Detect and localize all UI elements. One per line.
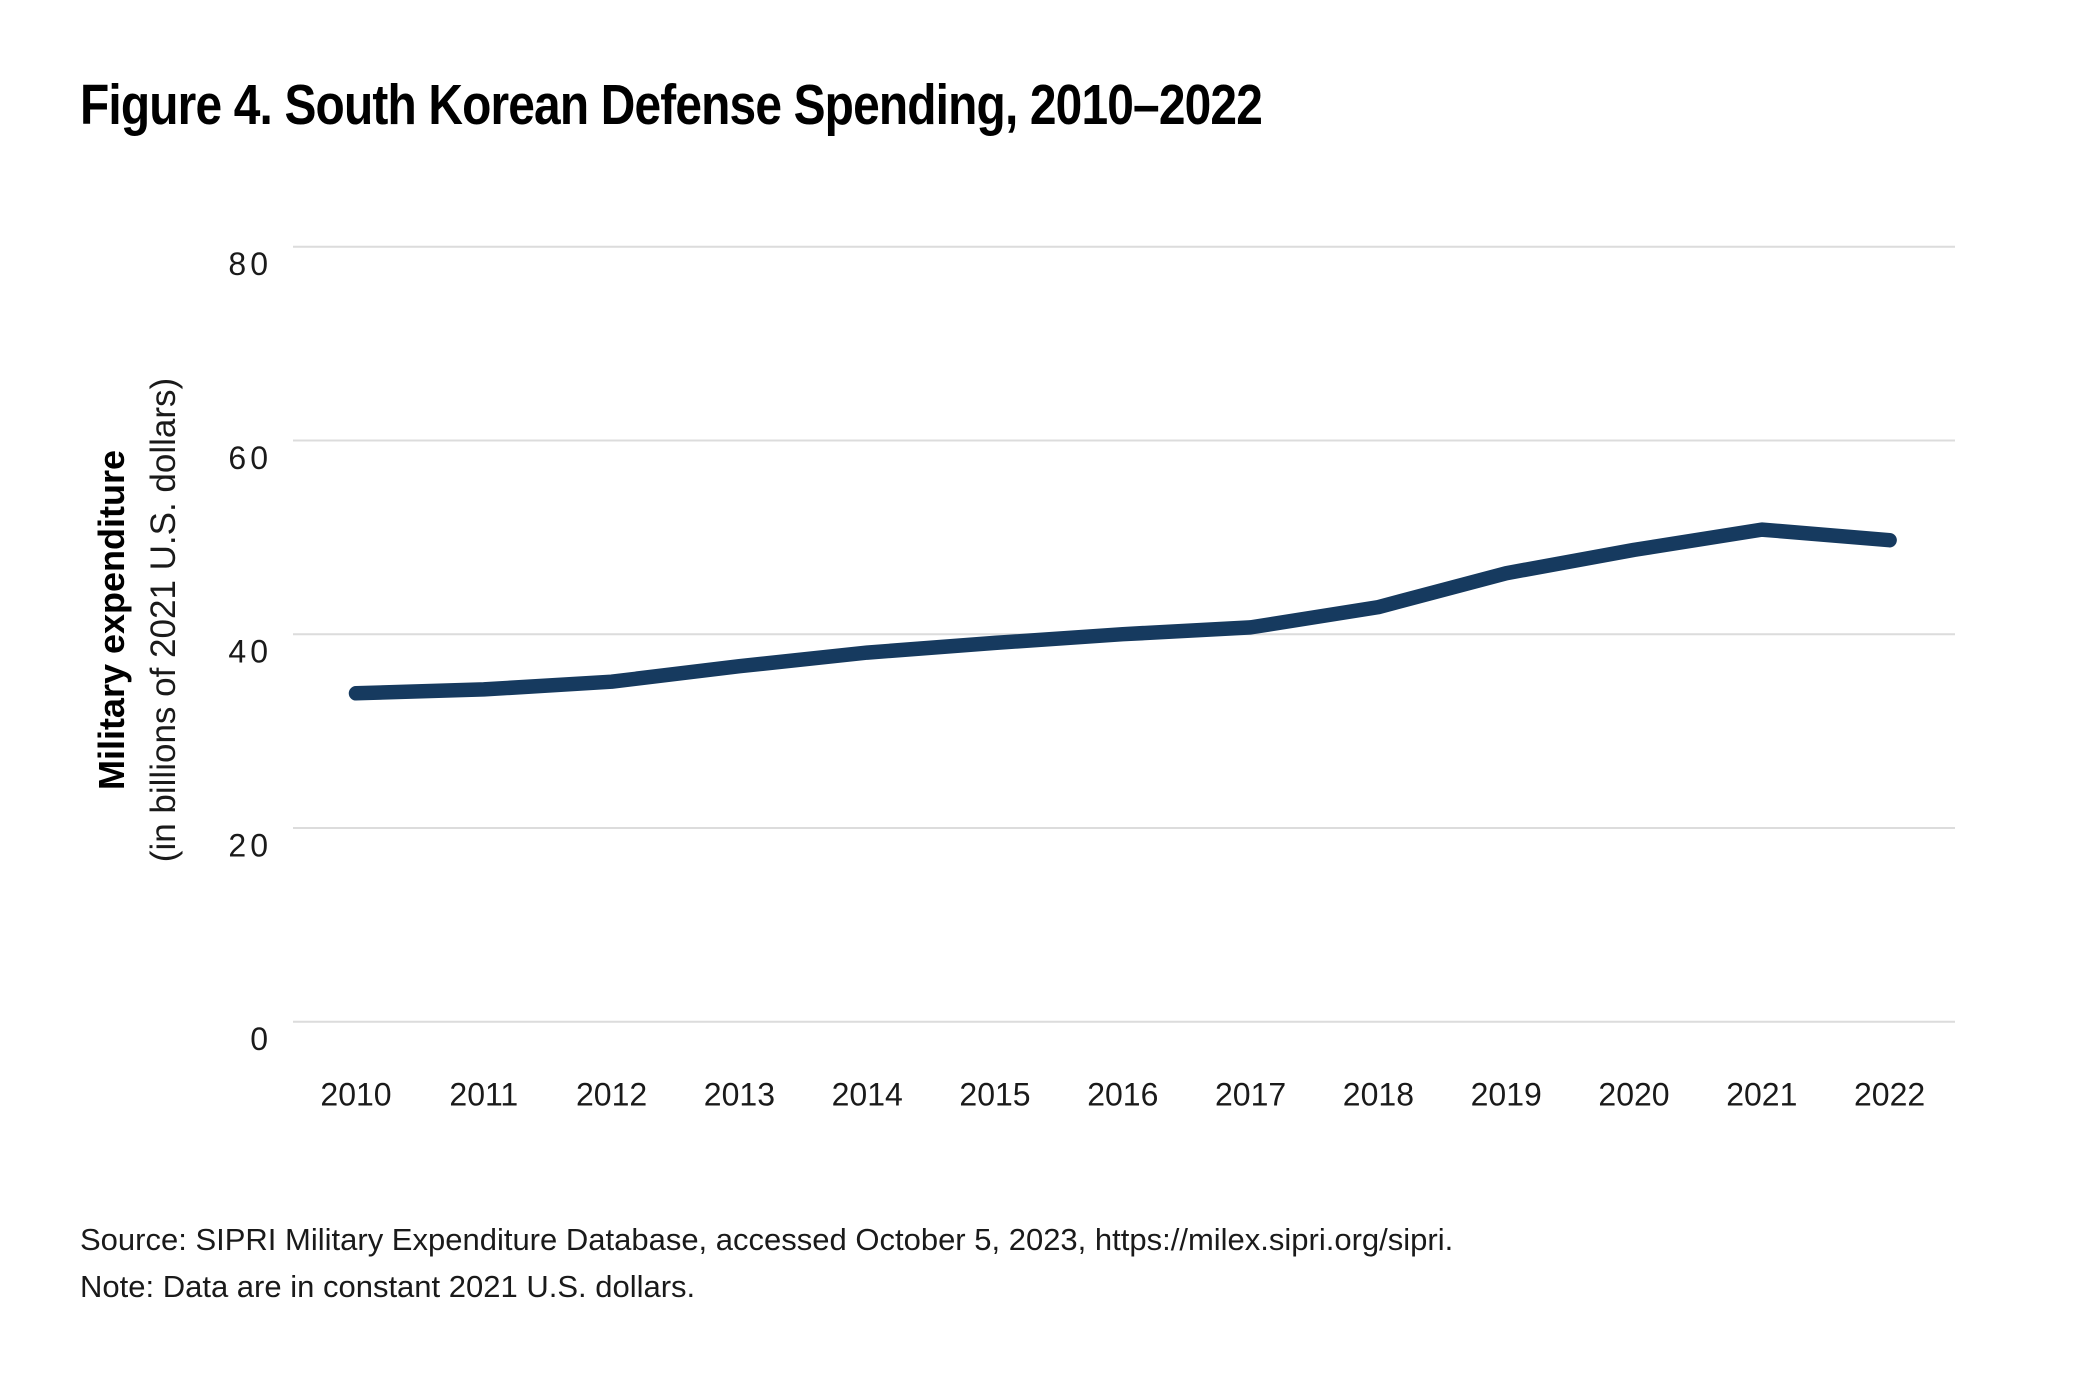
y-tick-label-0: 0 [250, 1021, 272, 1057]
y-tick-label-60: 60 [228, 440, 272, 476]
figure-caption: Source: SIPRI Military Expenditure Datab… [80, 1216, 1453, 1310]
x-tick-label-2019: 2019 [1471, 1077, 1542, 1113]
figure-title: Figure 4. South Korean Defense Spending,… [80, 73, 1263, 137]
x-tick-label-2010: 2010 [320, 1077, 391, 1113]
x-tick-label-2013: 2013 [704, 1077, 775, 1113]
x-tick-label-2014: 2014 [832, 1077, 903, 1113]
x-tick-label-2022: 2022 [1854, 1077, 1925, 1113]
series-line-south-korea [348, 522, 1897, 701]
y-tick-label-40: 40 [228, 634, 272, 670]
y-tick-labels: 0 20 40 60 80 [228, 246, 272, 1057]
y-tick-label-80: 80 [228, 246, 272, 282]
x-tick-label-2011: 2011 [449, 1077, 518, 1113]
x-tick-label-2020: 2020 [1598, 1077, 1669, 1113]
x-tick-labels: 2010 2011 2012 2013 2014 2015 2016 2017 2018 2019… [320, 1077, 1925, 1113]
x-tick-label-2018: 2018 [1343, 1077, 1414, 1113]
note-text: Note: Data are in constant 2021 U.S. dol… [80, 1269, 696, 1304]
source-text: Source: SIPRI Military Expenditure Datab… [80, 1222, 1454, 1257]
x-tick-label-2016: 2016 [1087, 1077, 1158, 1113]
x-tick-label-2017: 2017 [1215, 1077, 1286, 1113]
y-tick-label-20: 20 [228, 828, 272, 864]
x-tick-label-2015: 2015 [959, 1077, 1030, 1113]
x-tick-label-2012: 2012 [576, 1077, 647, 1113]
x-tick-label-2021: 2021 [1726, 1077, 1797, 1113]
